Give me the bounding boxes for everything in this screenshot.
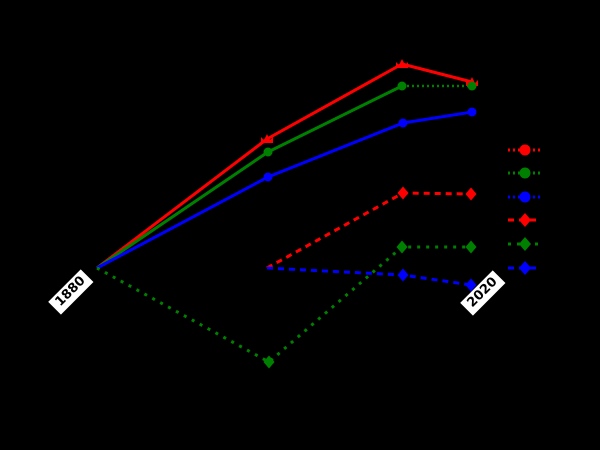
legend-diamond-marker: [519, 261, 531, 275]
circle-marker: [467, 107, 477, 117]
series-line-green-solid-circle: [96, 84, 403, 270]
diamond-marker: [263, 355, 275, 369]
diamond-marker: [397, 186, 409, 200]
legend-circle-marker: [519, 167, 531, 179]
circle-marker: [263, 147, 273, 157]
series-red-dashed-diamond: [266, 186, 477, 270]
legend-blue-dotted-circle: [508, 191, 541, 203]
diamond-marker: [397, 268, 409, 282]
legend-diamond-marker: [519, 213, 531, 227]
legend-circle-marker: [519, 191, 531, 203]
circle-marker: [398, 118, 408, 128]
series-line-blue-dashed-diamond: [266, 266, 472, 287]
legend-blue-dashed-diamond: [508, 261, 541, 275]
legend: [508, 144, 541, 275]
diamond-marker: [465, 240, 477, 254]
diamond-marker: [396, 240, 408, 254]
legend-green-dotted-circle: [508, 167, 541, 179]
series-green-solid-circle: [96, 81, 407, 270]
series-line-green-dashed-diamond: [96, 245, 471, 364]
crown-marker: [261, 134, 273, 143]
series-line-red-solid-crown: [96, 62, 473, 270]
series-line-red-dashed-diamond: [266, 191, 472, 270]
legend-diamond-marker: [519, 237, 531, 251]
series-green-dashed-diamond: [96, 240, 477, 369]
crown-marker: [396, 59, 408, 68]
circle-marker: [263, 172, 273, 182]
series-blue-solid-circle: [96, 107, 477, 270]
series-line-blue-solid-circle: [96, 110, 473, 270]
legend-red-dashed-diamond: [508, 213, 541, 227]
series-green-dotted-circle: [402, 81, 477, 91]
diamond-marker: [465, 187, 477, 201]
series-blue-dashed-diamond: [266, 266, 477, 292]
circle-marker: [467, 81, 477, 91]
legend-green-dashed-diamond: [508, 237, 541, 251]
legend-red-dotted-circle: [508, 144, 541, 156]
legend-circle-marker: [519, 144, 531, 156]
